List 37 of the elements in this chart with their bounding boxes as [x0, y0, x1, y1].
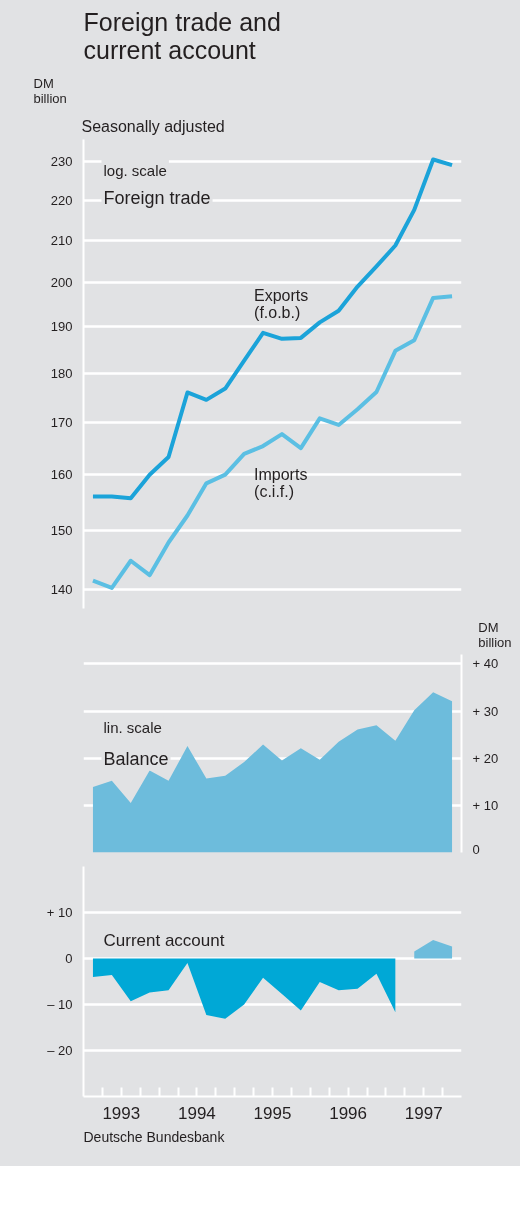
x-tick-label: 1996	[329, 1103, 368, 1123]
y-tick-label: 0	[65, 951, 73, 966]
annotation: log. scale	[103, 161, 167, 179]
chart-title: Foreign trade and current account	[83, 7, 281, 64]
annotation: Foreign trade	[103, 187, 211, 208]
y-tick-label: 200	[50, 274, 73, 290]
line-series	[90, 157, 455, 501]
y-tick-label: 220	[50, 192, 73, 208]
series-label: Exports (f.o.b.)	[254, 286, 309, 321]
y2-tick-label: + 20	[472, 750, 499, 766]
y-tick-label: 140	[50, 582, 73, 598]
y-tick-label: 190	[50, 318, 73, 334]
y-tick-label: 150	[50, 522, 73, 538]
y-tick-label: + 10	[46, 905, 73, 920]
y-tick-label: – 20	[47, 1043, 73, 1058]
x-tick-label: 1993	[102, 1103, 141, 1123]
annotation: Current account	[103, 930, 225, 950]
y2-tick-label: + 10	[472, 797, 499, 813]
y2-tick-label: + 30	[472, 703, 499, 719]
chart-subtitle: Seasonally adjusted	[81, 117, 225, 135]
y-tick-label: – 10	[47, 997, 73, 1012]
y-tick-label: 160	[50, 467, 73, 483]
y-tick-label: 180	[50, 365, 73, 381]
x-tick-label: 1997	[404, 1103, 443, 1123]
annotation: Balance	[103, 748, 169, 769]
y-axis-title: DM billion	[478, 619, 512, 650]
y2-tick-label: + 40	[472, 656, 499, 672]
text: Deutsche Bundesbank	[83, 1128, 226, 1145]
series-label: Imports (c.i.f.)	[254, 466, 308, 501]
x-tick-label: 1995	[253, 1103, 292, 1123]
y-tick-label: 170	[50, 414, 73, 430]
y2-tick-label: 0	[472, 841, 480, 857]
y2-axis-title: DM billion	[33, 75, 67, 106]
annotation: lin. scale	[103, 718, 162, 736]
x-tick-label: 1994	[177, 1103, 216, 1123]
y-tick-label: 230	[50, 154, 73, 170]
y-tick-label: 210	[50, 232, 73, 248]
